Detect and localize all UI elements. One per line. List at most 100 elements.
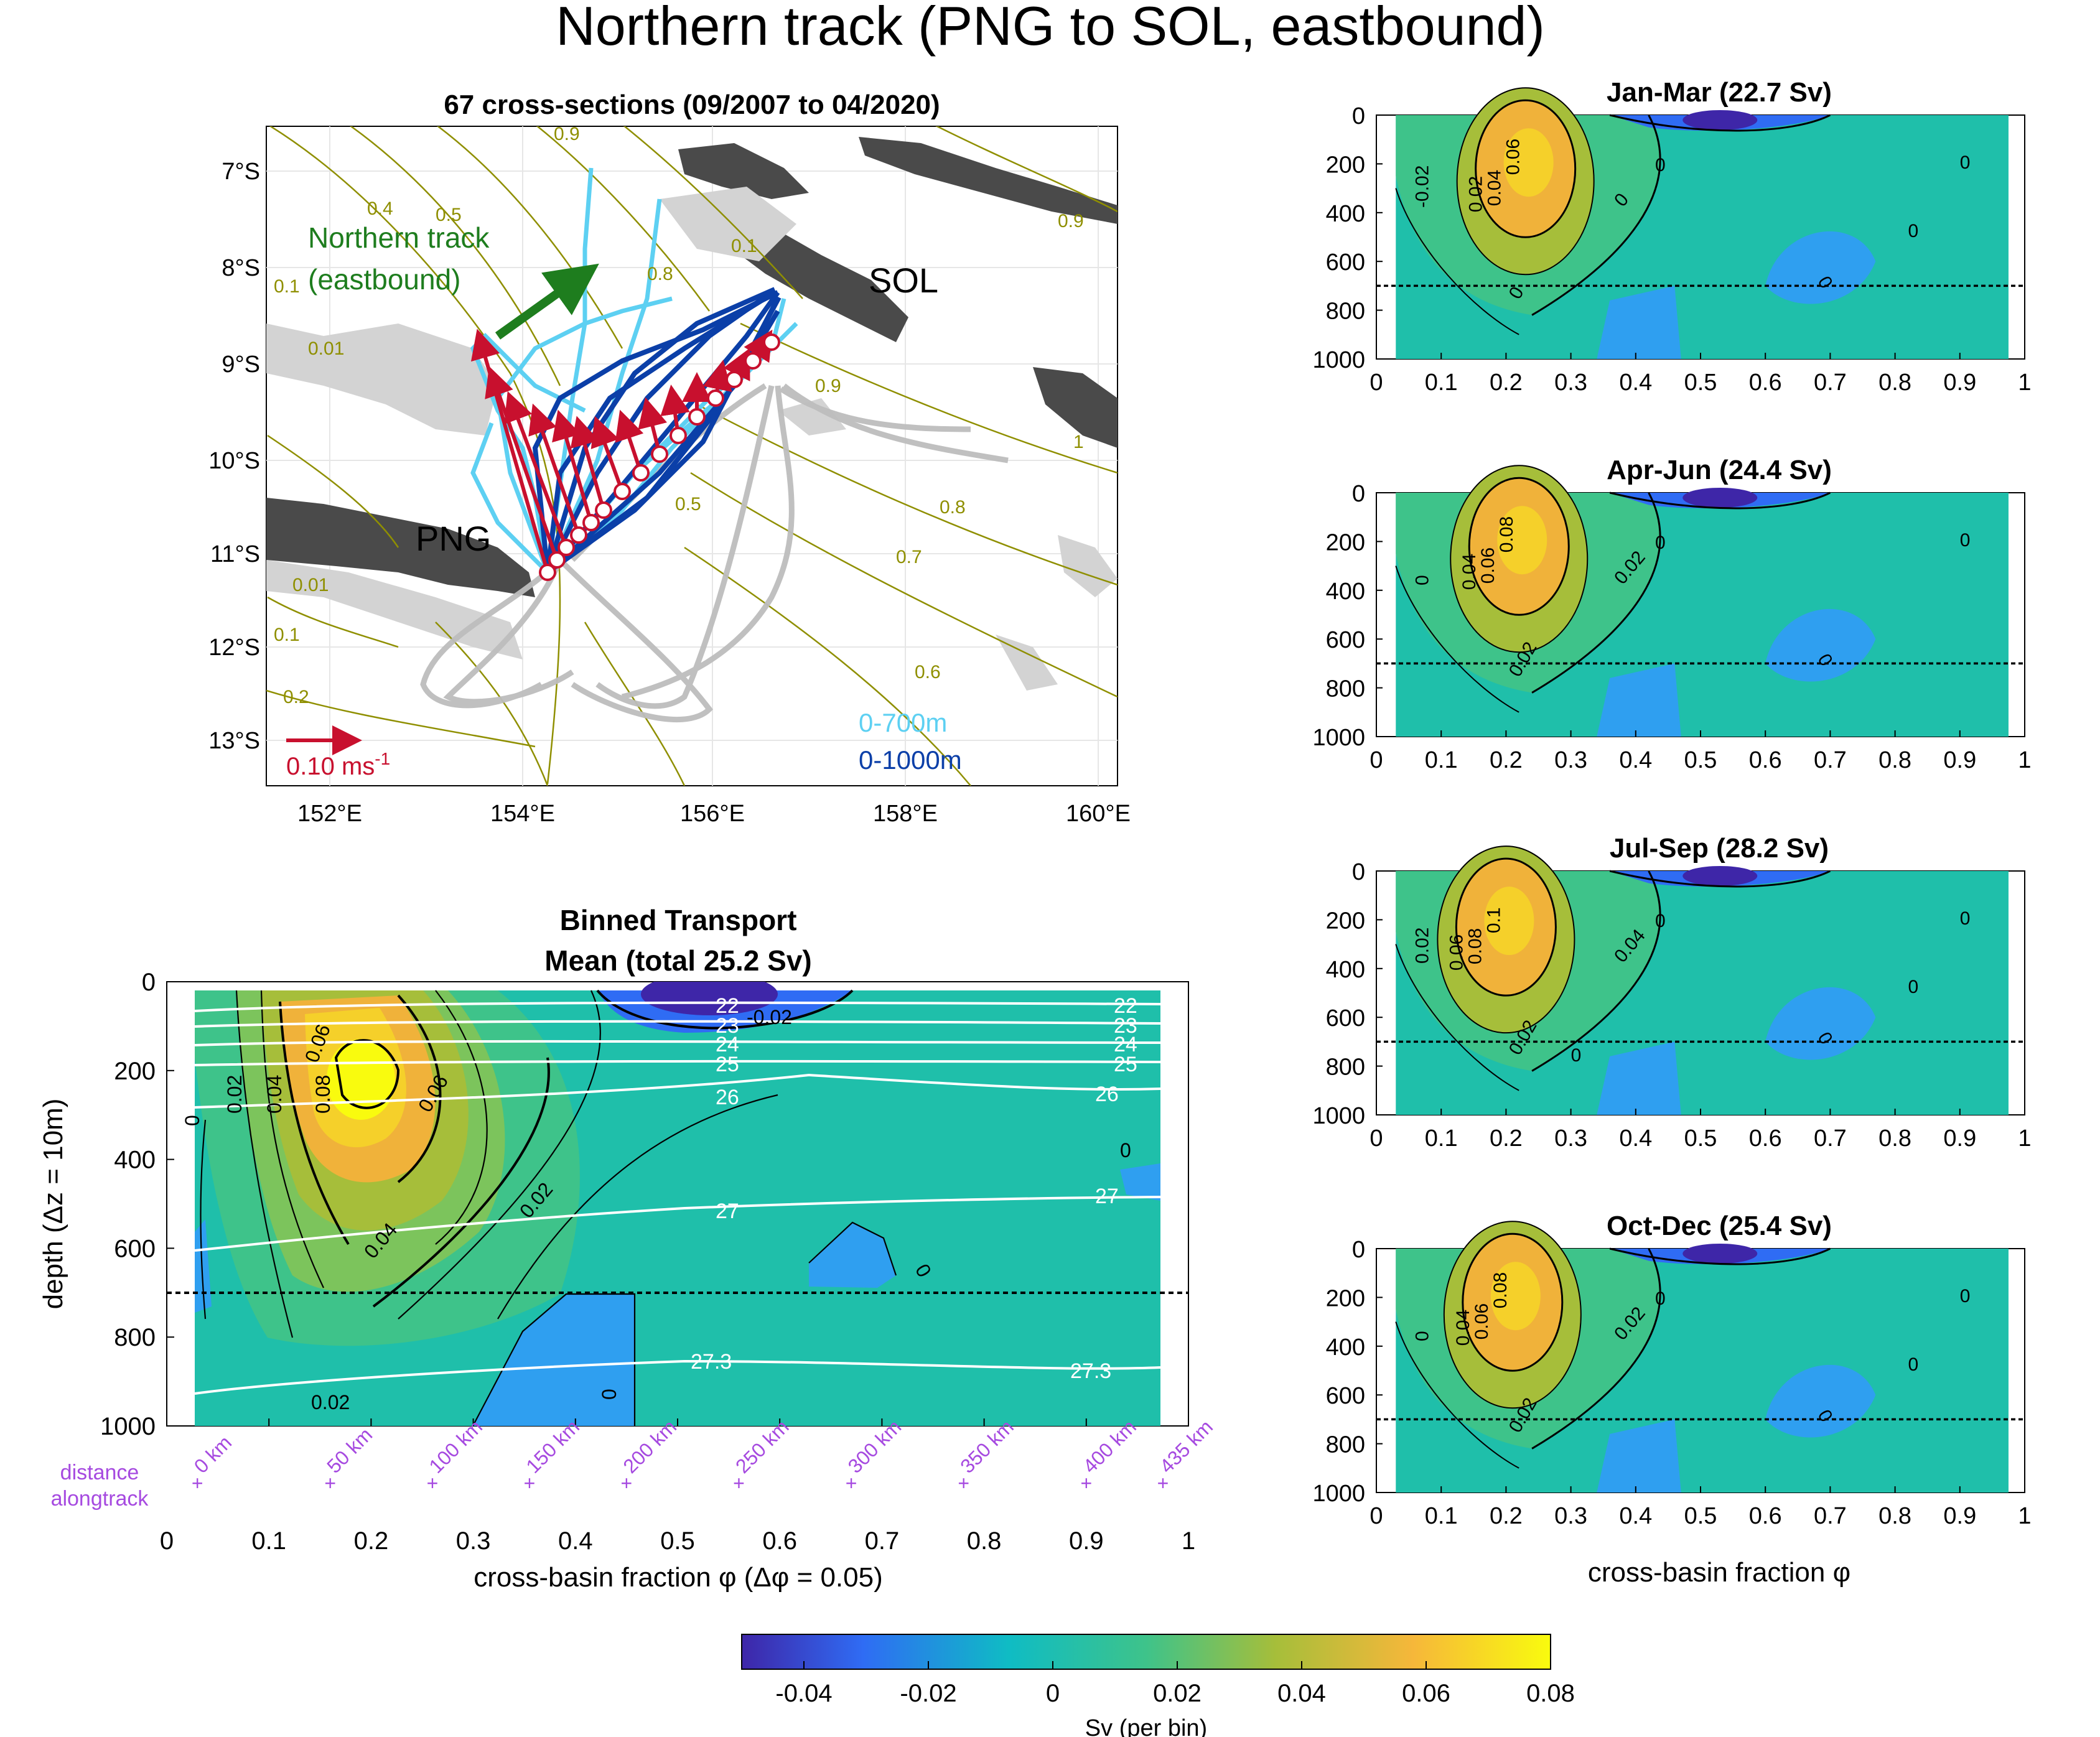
season-y-tick-label: 200 — [1326, 152, 1365, 178]
main-x-tick-label: 0.8 — [967, 1527, 1002, 1555]
season-title-2: Apr-Jun (24.4 Sv) — [1607, 455, 1832, 485]
season-contour-label: 0.02 — [1466, 176, 1486, 212]
season-contour — [1437, 845, 1575, 1034]
land-shelf-sol — [660, 187, 796, 261]
season-y-tick-label: 1000 — [1312, 347, 1365, 373]
season-contour — [1609, 870, 1831, 888]
main-x-tick-label: 0.7 — [865, 1527, 900, 1555]
season-contour-label: 0.06 — [1472, 1303, 1492, 1339]
map-contour-labels: 0.9 0.4 0.5 0.8 0.1 0.01 0.9 0.9 1 0.8 0… — [274, 124, 1084, 707]
season-contour-label: 0 — [1908, 1354, 1918, 1375]
svg-text:0.01: 0.01 — [292, 575, 329, 595]
svg-text:160°E: 160°E — [1066, 801, 1131, 827]
svg-text:0.4: 0.4 — [367, 198, 393, 219]
grey-tracks — [420, 383, 1009, 723]
main-x-tick-label: 0 — [160, 1527, 174, 1555]
season-contour-label: 0.08 — [1465, 928, 1485, 964]
colorbar-tick-label: 0.04 — [1277, 1680, 1326, 1707]
svg-text:27.3: 27.3 — [691, 1350, 732, 1374]
svg-text:11°S: 11°S — [210, 541, 260, 567]
season-contour-label: 0 — [1960, 1286, 1971, 1306]
svg-text:0.1: 0.1 — [274, 625, 300, 645]
svg-text:0.9: 0.9 — [1058, 211, 1084, 231]
distance-tick-label: 0 km — [190, 1431, 236, 1477]
season-contour-label: 0 — [1412, 575, 1432, 585]
distance-tick-marker: + — [192, 1472, 203, 1494]
season-x-tick-label: 0.3 — [1554, 1125, 1587, 1152]
map-title: 67 cross-sections (09/2007 to 04/2020) — [444, 90, 940, 120]
distance-tick-marker: + — [846, 1472, 857, 1494]
colorbar-bar — [741, 1634, 1551, 1670]
colorbar-tick-label: -0.02 — [900, 1680, 956, 1707]
season-contour-label: 0 — [1908, 977, 1918, 997]
season-core-inner — [1490, 1262, 1541, 1331]
season-contour — [1462, 1232, 1564, 1372]
season-y-tick-label: 600 — [1326, 1005, 1365, 1031]
main-x-ticks: 0 0.1 0.2 0.3 0.4 0.5 0.6 0.7 0.8 0.9 1 — [160, 1418, 1195, 1555]
seasonal-panels: Jan-Mar (22.7 Sv) 0.060.040.02 00-0.02 000… — [1312, 77, 2031, 1529]
main-x-tick-label: 0.3 — [456, 1527, 491, 1555]
season-x-tick-label: 0.1 — [1425, 370, 1458, 396]
direction-arrow — [495, 263, 599, 340]
season-contour-label: 0.06 — [1478, 547, 1498, 584]
season-x-tick-label: 0 — [1370, 747, 1383, 773]
map-panel: 67 cross-sections (09/2007 to 04/2020) — [208, 90, 1131, 827]
svg-text:8°S: 8°S — [222, 255, 260, 281]
svg-text:0.6: 0.6 — [915, 662, 941, 682]
distance-tick-marker: + — [621, 1472, 633, 1494]
season-contour-label: 0 — [1655, 1288, 1666, 1309]
season-x-tick-label: 0.6 — [1749, 1503, 1782, 1529]
season-x-tick-label: 0.5 — [1684, 370, 1717, 396]
distance-ticks: +0 km+50 km+100 km+150 km+200 km+250 km+… — [190, 1415, 1217, 1494]
main-y-tick-label: 800 — [114, 1324, 156, 1351]
svg-text:0.8: 0.8 — [647, 264, 673, 284]
season-contour-label: 0.04 — [1485, 170, 1505, 206]
season-x-tick-label: 0.4 — [1619, 370, 1652, 396]
season-contour-label: 0 — [1655, 155, 1666, 175]
land-islands-east2 — [996, 635, 1058, 691]
svg-text:26: 26 — [1095, 1083, 1119, 1106]
season-contour — [1531, 1248, 1661, 1450]
season-x-tick-label: 0.5 — [1684, 1503, 1717, 1529]
season-y-tick-label: 1000 — [1312, 1103, 1365, 1129]
season-negative-center — [1682, 110, 1758, 130]
season-contour-label: 0 — [1412, 1331, 1432, 1341]
svg-text:0.08: 0.08 — [312, 1075, 334, 1114]
season-contour-label: 0.02 — [1412, 928, 1432, 964]
season-x-tick-label: 0.8 — [1878, 370, 1911, 396]
svg-text:0: 0 — [181, 1115, 203, 1126]
svg-text:27.3: 27.3 — [1070, 1359, 1111, 1383]
season-y-tick-label: 400 — [1326, 579, 1365, 605]
land-sol-chain — [859, 137, 1118, 224]
season-y-tick-label: 400 — [1326, 957, 1365, 983]
map-lat-ticks: 7°S 8°S 9°S 10°S 11°S 12°S 13°S — [208, 159, 260, 754]
distance-tick-marker: + — [733, 1472, 745, 1494]
svg-text:23: 23 — [1114, 1014, 1137, 1038]
colorbar-tick-label: 0 — [1046, 1680, 1060, 1707]
season-contour — [1443, 1221, 1582, 1409]
land-png-mainland — [266, 498, 535, 597]
season-y-tick-label: 200 — [1326, 908, 1365, 934]
season-y-tick-label: 0 — [1352, 859, 1365, 885]
season-contour — [1450, 465, 1589, 653]
mean-transport-panel: Binned Transport Mean (total 25.2 Sv) — [38, 904, 1217, 1593]
distance-tick-marker: + — [427, 1472, 439, 1494]
svg-text:0.9: 0.9 — [554, 124, 580, 144]
distance-tick-marker: + — [958, 1472, 969, 1494]
season-x-tick-label: 0 — [1370, 370, 1383, 396]
svg-text:24: 24 — [1114, 1033, 1137, 1056]
svg-text:0.02: 0.02 — [311, 1391, 350, 1413]
distance-tick-label: 50 km — [322, 1423, 376, 1478]
season-contour-label: 0.08 — [1490, 1272, 1511, 1308]
svg-text:0.2: 0.2 — [283, 687, 309, 707]
season-x-tick-label: 0.8 — [1878, 747, 1911, 773]
season-y-tick-label: 400 — [1326, 201, 1365, 227]
season-panel-1: Jan-Mar (22.7 Sv) 0.060.040.02 0 0 -0.02 0 0 0… — [1312, 77, 2031, 396]
season-negative-blob — [1597, 663, 1681, 737]
season-y-tick-label: 600 — [1326, 249, 1365, 276]
land-islands-east — [1058, 535, 1118, 597]
svg-text:9°S: 9°S — [222, 352, 260, 378]
season-x-tick-label: 1 — [2018, 1125, 2031, 1152]
season-x-tick-label: 0.1 — [1425, 1503, 1458, 1529]
distance-label-line2: alongtrack — [51, 1487, 149, 1511]
